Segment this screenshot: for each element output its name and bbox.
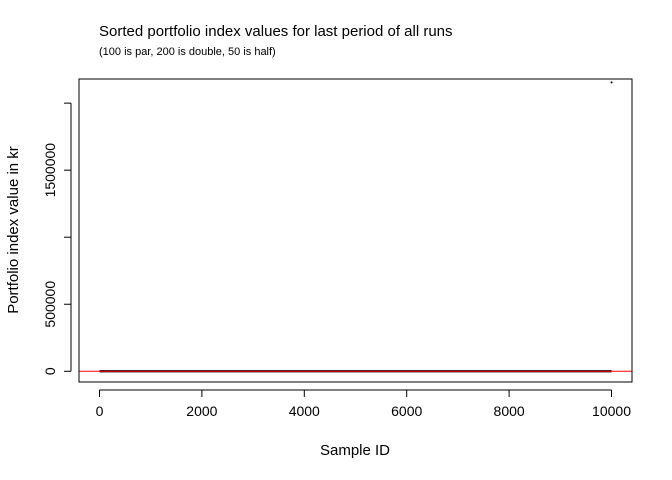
x-tick-label: 4000	[289, 403, 320, 419]
x-tick-label: 2000	[186, 403, 217, 419]
plot-area	[78, 78, 633, 383]
x-axis-label: Sample ID	[320, 442, 390, 459]
y-tick-label: 500000	[42, 281, 58, 328]
x-axis: 0 2000 4000 6000 8000 10000	[96, 389, 631, 419]
chart-title: Sorted portfolio index values for last p…	[99, 23, 453, 40]
x-tick-label: 8000	[494, 403, 525, 419]
plot-frame	[78, 78, 633, 383]
chart-subtitle: (100 is par, 200 is double, 50 is half)	[99, 46, 276, 58]
y-axis: 0 500000 1500000	[42, 102, 72, 375]
outlier-point	[610, 81, 613, 84]
y-axis-label: Portfolio index value in kr	[5, 146, 22, 314]
x-tick-label: 6000	[391, 403, 422, 419]
x-tick-label: 10000	[592, 403, 631, 419]
y-tick-label: 0	[42, 367, 58, 375]
x-tick-label: 0	[96, 403, 104, 419]
y-tick-label: 1500000	[42, 143, 58, 198]
